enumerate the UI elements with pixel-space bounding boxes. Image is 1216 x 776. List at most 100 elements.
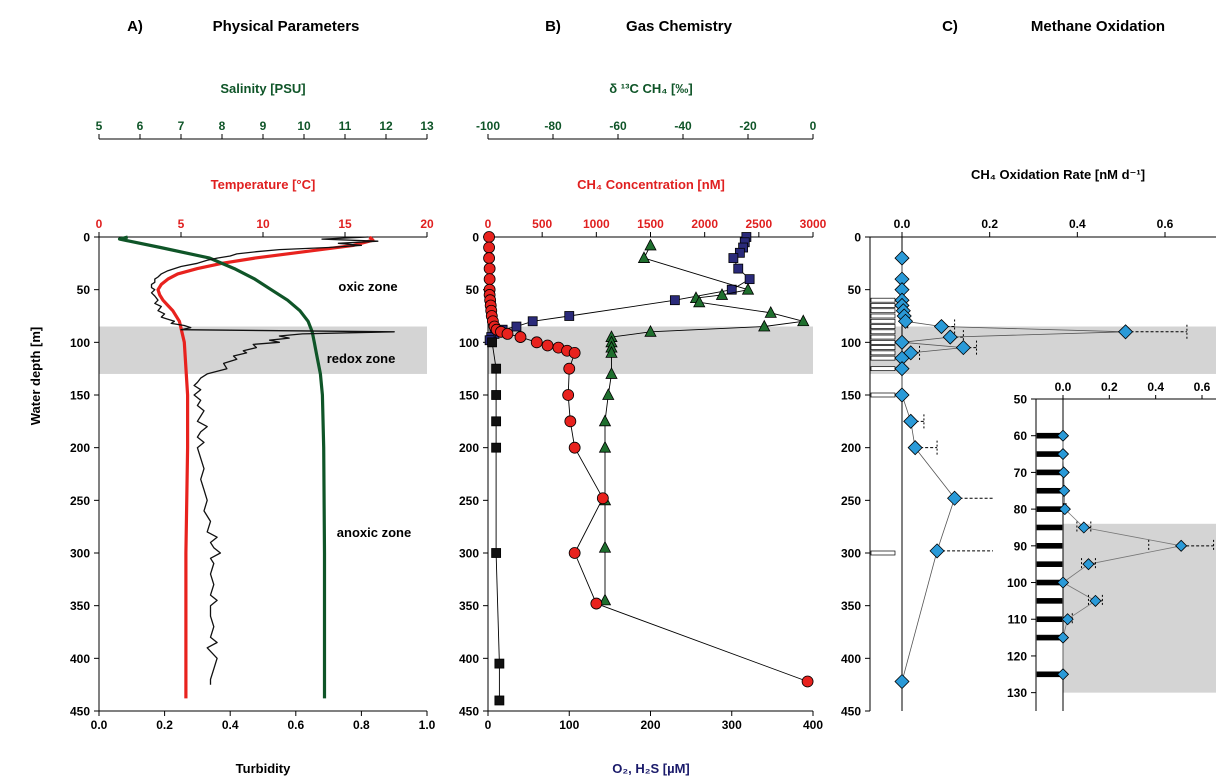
ch4_conc-marker [501, 328, 514, 340]
ch4_conc-marker [483, 231, 495, 243]
inset-ytick-label: 130 [1007, 686, 1027, 700]
d13c-axis-tick-label: -20 [739, 119, 757, 133]
inset-sample-bar [1036, 543, 1063, 549]
rate-axis-label: CH₄ Oxidation Rate [nM d⁻¹] [971, 167, 1145, 182]
ox-rate-marker [894, 361, 910, 377]
panel-b-ytick-label: 350 [459, 599, 479, 613]
panel-b-ytick-label: 450 [459, 705, 479, 719]
ox-rate-marker [942, 329, 958, 345]
ch4-axis-tick-label: 0 [485, 217, 492, 231]
panel-a-ytick-label: 300 [70, 547, 90, 561]
d13c-marker [644, 238, 657, 251]
panel-b-title: Gas Chemistry [626, 18, 733, 35]
oxygen-marker [744, 274, 755, 285]
ch4_conc-marker [483, 262, 496, 275]
ch4_conc-marker [568, 346, 581, 359]
inset-sample-bar [1036, 598, 1063, 604]
inset-xtick-label: 0.2 [1101, 380, 1118, 394]
d13c-marker [598, 540, 612, 553]
d13c-axis-tick-label: -80 [544, 119, 562, 133]
panel-c-ytick-label: 250 [841, 494, 861, 508]
sample-bar [870, 329, 896, 335]
d13c-marker [693, 295, 706, 308]
ch4_conc-markers [483, 231, 814, 688]
ch4_conc-marker [563, 362, 576, 375]
ox-rate-marker [955, 340, 971, 356]
ch4_conc-marker [568, 441, 581, 454]
o2h2s-axis-tick-label: 100 [559, 718, 579, 732]
panel-a-ytick-label: 250 [70, 494, 90, 508]
inset-ox-rate-marker [1056, 429, 1070, 442]
d13c-marker [764, 305, 777, 318]
d13c-marker [741, 282, 755, 295]
d13c-marker [644, 324, 657, 337]
inset-ox-rate-marker [1056, 631, 1070, 644]
oxygen-marker [511, 321, 522, 332]
ch4-axis-label: CH₄ Concentration [nM] [577, 177, 725, 192]
salinity-axis-tick-label: 12 [379, 119, 393, 133]
rate-axis-tick-label: 0.4 [1069, 217, 1086, 231]
panel-c-ytick-label: 450 [841, 705, 861, 719]
sample-bar [870, 355, 896, 361]
rate-axis-tick-label: 0.2 [981, 217, 998, 231]
panel-c-title: Methane Oxidation [1031, 18, 1165, 35]
d13c-axis-tick-label: -40 [674, 119, 692, 133]
panel-a-ytick-label: 0 [83, 231, 90, 245]
d13c-axis-tick-label: -100 [476, 119, 500, 133]
ch4_conc-marker [564, 415, 577, 428]
panel-b-ytick-label: 200 [459, 441, 479, 455]
panel-a-ytick-label: 50 [77, 283, 91, 297]
turbidity-profile [150, 236, 395, 685]
panel-b-letter: B) [545, 18, 561, 35]
ox-rate-marker [894, 250, 910, 266]
turbidity-axis-tick-label: 1.0 [419, 718, 436, 732]
inset-ox-rate-marker [1089, 594, 1102, 607]
ox-rate-marker [894, 673, 910, 690]
h2s-marker [491, 416, 502, 427]
turbidity-axis-tick-label: 0.6 [287, 718, 304, 732]
ch4-axis-tick-label: 1500 [637, 217, 664, 231]
panel-a-ytick-label: 200 [70, 441, 90, 455]
inset-xtick-label: 0.0 [1055, 380, 1072, 394]
ch4-axis-tick-label: 1000 [583, 217, 610, 231]
panel-a-ytick-label: 350 [70, 599, 90, 613]
h2s-marker [491, 548, 502, 558]
sample-bar [870, 334, 896, 340]
sample-bar [870, 303, 896, 308]
inset-ox-rate-marker [1082, 558, 1095, 571]
panel-c-ytick-label: 50 [848, 283, 862, 297]
salinity-axis-tick-label: 8 [219, 119, 226, 133]
ch4_conc-marker [801, 675, 814, 688]
ch4_conc-marker [596, 492, 609, 505]
ch4_conc-marker [562, 389, 575, 401]
ox-rate-marker [947, 490, 963, 506]
o2h2s-axis-tick-label: 200 [640, 718, 660, 732]
y-axis-label: Water depth [m] [28, 327, 43, 425]
d13c-marker [598, 593, 612, 606]
temperature-axis-tick-label: 5 [178, 217, 185, 231]
sample-bar [870, 345, 896, 350]
panel-c-ytick-label: 100 [841, 336, 861, 350]
sample-bar [870, 318, 896, 324]
ch4_conc-line [488, 237, 808, 682]
d13c-marker [758, 319, 771, 332]
ox-rate-marker [929, 543, 945, 559]
inset-sample-bar [1036, 561, 1063, 567]
inset-ytick-label: 70 [1014, 466, 1028, 480]
panel-a-ytick-label: 100 [70, 336, 90, 350]
temperature-axis-tick-label: 10 [256, 217, 270, 231]
panel-b-ytick-label: 0 [472, 231, 479, 245]
turbidity-axis-tick-label: 0.4 [222, 718, 239, 732]
anoxic-zone-label: anoxic zone [337, 525, 411, 540]
salinity-axis-tick-label: 9 [260, 119, 267, 133]
temperature-profile [156, 235, 375, 699]
sample-bar [870, 366, 896, 372]
inset-ox-rate-marker [1058, 484, 1071, 497]
d13c-axis-tick-label: -60 [609, 119, 627, 133]
redox-zone-label: redox zone [327, 351, 396, 366]
rate-axis-tick-label: 0.0 [894, 217, 911, 231]
inset-ox-rate-marker [1061, 613, 1074, 626]
d13c-marker [598, 440, 612, 453]
panel-a-ytick-label: 450 [70, 705, 90, 719]
d13c-axis-tick-label: 0 [810, 119, 817, 133]
